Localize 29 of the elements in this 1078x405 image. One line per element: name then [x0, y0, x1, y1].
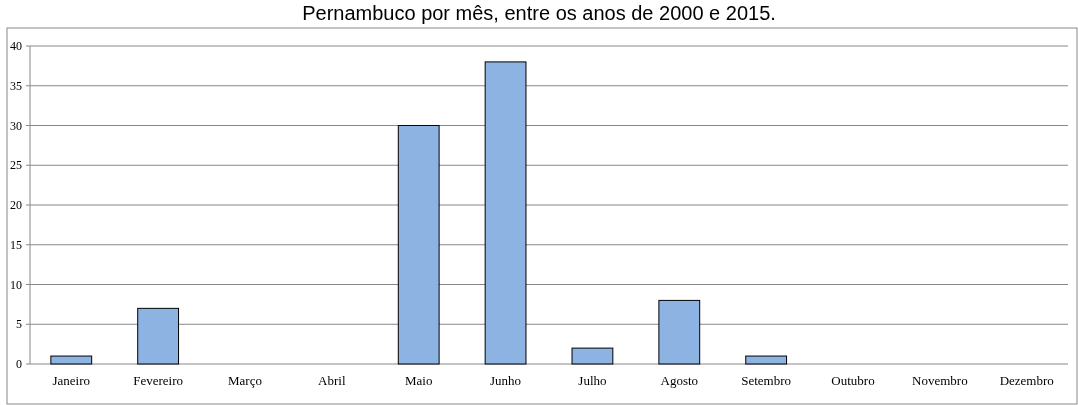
- bar: [658, 299, 701, 365]
- chart-title: Pernambuco por mês, entre os anos de 2000 e 2015.: [302, 2, 776, 24]
- y-tick-label: 5: [16, 317, 22, 332]
- bar: [50, 355, 93, 365]
- y-tick-label: 30: [10, 118, 22, 133]
- x-tick-label: Outubro: [831, 373, 875, 388]
- y-tick-label: 0: [16, 357, 22, 372]
- x-tick-label: Setembro: [741, 373, 792, 388]
- x-tick-label: Junho: [490, 373, 522, 388]
- bar: [397, 125, 440, 365]
- bar: [484, 61, 527, 365]
- bar: [745, 355, 788, 365]
- x-tick-label: Janeiro: [52, 373, 91, 388]
- x-tick-label: Maio: [404, 373, 433, 388]
- x-tick-label: Março: [228, 373, 262, 388]
- bar: [571, 347, 614, 365]
- x-tick-label: Fevereiro: [133, 373, 184, 388]
- y-tick-label: 35: [10, 78, 22, 93]
- x-tick-label: Agosto: [660, 373, 699, 388]
- x-tick-label: Novembro: [912, 373, 968, 388]
- y-tick-label: 20: [10, 198, 22, 213]
- y-tick-label: 25: [10, 158, 22, 173]
- y-tick-label: 10: [10, 277, 22, 292]
- bar: [137, 307, 180, 365]
- x-tick-label: Abril: [318, 373, 346, 388]
- y-tick-label: 15: [10, 237, 22, 252]
- x-tick-label: Julho: [578, 373, 607, 388]
- x-tick-label: Dezembro: [999, 373, 1054, 388]
- y-tick-label: 40: [10, 39, 22, 54]
